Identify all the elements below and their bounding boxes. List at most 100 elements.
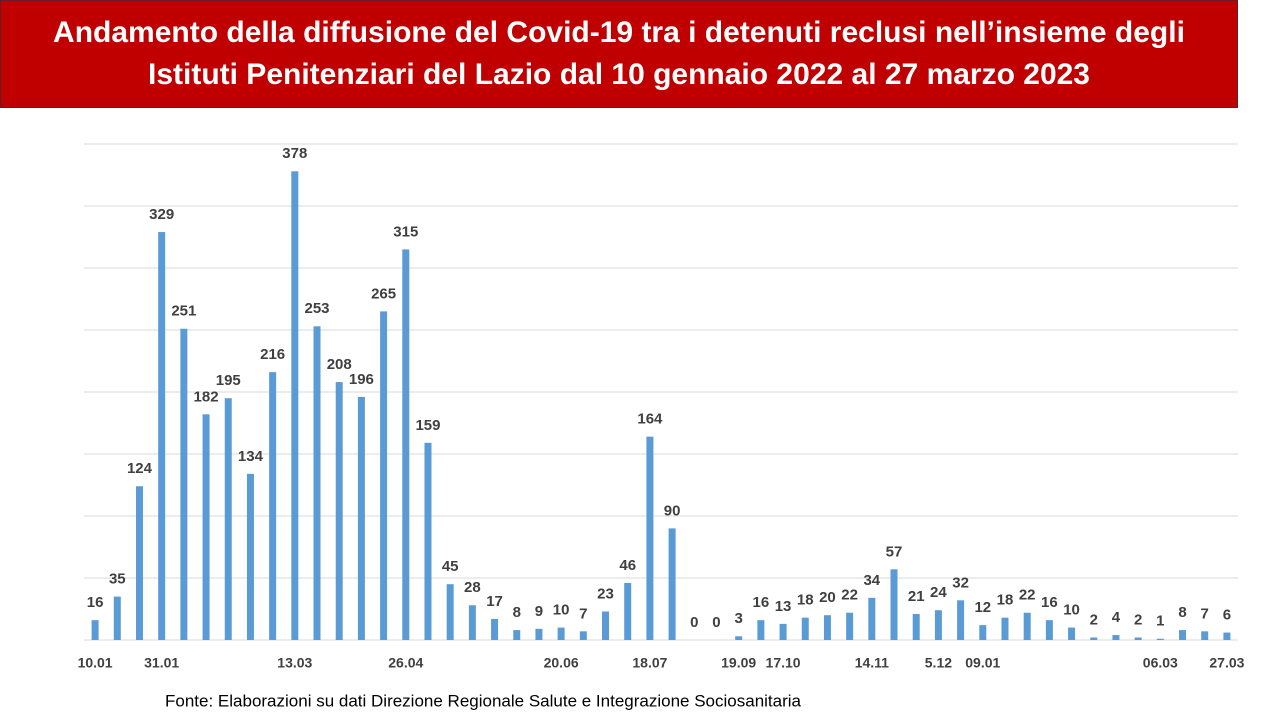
bar xyxy=(291,171,299,640)
bar xyxy=(335,382,343,640)
data-label: 7 xyxy=(1201,605,1209,622)
x-tick-label: 09.01 xyxy=(965,655,1000,671)
data-label: 22 xyxy=(841,587,858,604)
x-tick-label: 13.03 xyxy=(277,655,312,671)
data-label: 90 xyxy=(664,502,681,519)
data-label: 0 xyxy=(712,614,720,631)
data-label: 6 xyxy=(1223,607,1231,624)
data-label: 0 xyxy=(690,614,698,631)
data-label: 16 xyxy=(87,594,104,611)
data-label: 13 xyxy=(775,598,792,615)
data-label: 1 xyxy=(1156,613,1164,630)
data-label: 251 xyxy=(171,303,196,320)
data-label: 124 xyxy=(127,460,153,477)
bar xyxy=(934,610,942,640)
data-label: 8 xyxy=(513,604,521,621)
data-label: 7 xyxy=(579,605,587,622)
data-label: 20 xyxy=(819,589,836,606)
bar xyxy=(823,615,831,640)
bar xyxy=(912,613,920,640)
bar xyxy=(202,414,210,640)
bar xyxy=(624,582,632,640)
data-label: 57 xyxy=(886,543,903,560)
data-label: 45 xyxy=(442,558,459,575)
bar xyxy=(269,372,277,640)
bar xyxy=(468,605,476,640)
bar xyxy=(1156,638,1164,640)
bar xyxy=(890,569,898,640)
data-label: 12 xyxy=(974,599,991,616)
data-label: 159 xyxy=(415,417,440,434)
data-label: 378 xyxy=(282,145,307,162)
bar xyxy=(180,328,188,640)
bar xyxy=(579,631,587,640)
data-label: 32 xyxy=(952,574,969,591)
bar xyxy=(735,636,743,640)
bar xyxy=(246,473,254,640)
chart-title: Andamento della diffusione del Covid-19 … xyxy=(53,16,1185,91)
bar xyxy=(557,627,565,640)
data-label: 208 xyxy=(327,356,352,373)
x-tick-label: 20.06 xyxy=(544,655,579,671)
bar xyxy=(1223,632,1231,640)
data-label: 9 xyxy=(535,603,543,620)
data-label: 35 xyxy=(109,571,126,588)
bar xyxy=(957,600,965,640)
x-tick-label: 27.03 xyxy=(1209,655,1244,671)
x-tick-label: 06.03 xyxy=(1143,655,1178,671)
data-label: 2 xyxy=(1134,611,1142,628)
data-label: 253 xyxy=(305,300,330,317)
data-label: 329 xyxy=(149,206,174,223)
data-label: 10 xyxy=(553,602,570,619)
data-label: 195 xyxy=(216,372,241,389)
bar xyxy=(491,618,499,640)
bar xyxy=(224,398,232,640)
bar xyxy=(602,611,610,640)
bar xyxy=(357,396,365,640)
bar xyxy=(424,442,432,640)
bar xyxy=(535,628,543,640)
bar xyxy=(1112,635,1120,640)
x-tick-label: 26.04 xyxy=(388,655,423,671)
x-tick-label: 19.09 xyxy=(721,655,756,671)
bar xyxy=(868,597,876,640)
data-label: 182 xyxy=(194,388,219,405)
data-label: 216 xyxy=(260,346,285,363)
bar xyxy=(1179,630,1187,640)
bar xyxy=(1090,637,1098,640)
bar xyxy=(1045,620,1053,640)
data-label: 18 xyxy=(997,592,1014,609)
bar xyxy=(846,612,854,640)
bar xyxy=(158,232,166,641)
data-label: 18 xyxy=(797,592,814,609)
bar xyxy=(1201,631,1209,640)
x-tick-label: 31.01 xyxy=(144,655,179,671)
bar xyxy=(113,596,121,640)
data-label: 8 xyxy=(1178,604,1186,621)
data-label: 196 xyxy=(349,371,374,388)
data-label: 4 xyxy=(1112,609,1121,626)
header: Andamento della diffusione del Covid-19 … xyxy=(0,0,1238,108)
bar xyxy=(135,486,143,640)
bar xyxy=(1134,637,1142,640)
data-label: 46 xyxy=(619,557,636,574)
bar xyxy=(779,623,787,640)
data-label: 34 xyxy=(863,572,880,589)
data-label: 21 xyxy=(908,588,925,605)
data-label: 23 xyxy=(597,585,614,602)
bar xyxy=(313,326,321,640)
data-label: 16 xyxy=(1041,594,1058,611)
data-label: 315 xyxy=(393,223,418,240)
data-label: 17 xyxy=(486,593,503,610)
bar xyxy=(446,584,454,640)
data-label: 22 xyxy=(1019,587,1036,604)
bar xyxy=(757,620,765,640)
bar xyxy=(801,617,809,640)
data-label: 24 xyxy=(930,584,947,601)
bar xyxy=(668,528,676,640)
data-label: 164 xyxy=(637,411,663,428)
bar xyxy=(380,311,388,640)
bar xyxy=(402,249,410,640)
